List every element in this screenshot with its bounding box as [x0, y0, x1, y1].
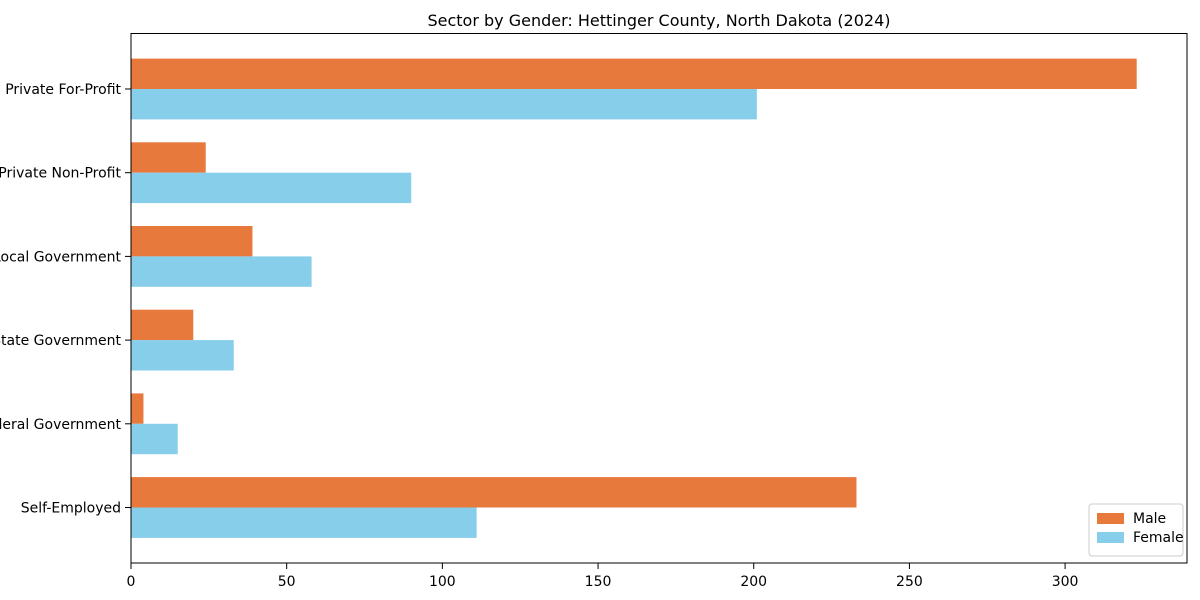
bar-male-self-employed: [131, 477, 857, 508]
legend-swatch-male: [1097, 513, 1124, 524]
x-tick-label: 150: [585, 574, 612, 590]
x-tick-label: 50: [278, 574, 296, 590]
x-tick-label: 300: [1052, 574, 1079, 590]
y-tick-label: Self-Employed: [21, 501, 121, 517]
legend-label-female: Female: [1133, 530, 1184, 546]
y-tick-label: Private For-Profit: [5, 82, 121, 98]
bar-female-private-non-profit: [131, 172, 412, 204]
x-tick-label: 200: [740, 574, 767, 590]
bar-female-private-for-profit: [131, 89, 757, 120]
x-tick-label: 0: [127, 574, 136, 590]
y-tick-label: Local Government: [0, 249, 122, 265]
x-tick-label: 100: [429, 574, 456, 590]
y-tick-label: State Government: [0, 333, 121, 349]
legend-swatch-female: [1097, 532, 1124, 543]
chart-title: Sector by Gender: Hettinger County, Nort…: [427, 11, 891, 30]
plot-border: [130, 33, 1188, 564]
bar-male-federal-government: [131, 393, 144, 424]
bar-female-self-employed: [131, 507, 477, 538]
x-tick-label: 250: [896, 574, 923, 590]
bar-male-private-for-profit: [131, 58, 1137, 89]
bar-male-private-non-profit: [131, 142, 206, 173]
bar-male-state-government: [131, 309, 194, 341]
bar-male-local-government: [131, 226, 253, 257]
y-tick-label: Private Non-Profit: [0, 166, 122, 182]
bar-female-state-government: [131, 340, 234, 371]
bar-female-federal-government: [131, 423, 178, 455]
legend-label-male: Male: [1133, 511, 1166, 527]
bar-female-local-government: [131, 256, 312, 287]
y-tick-label: Federal Government: [0, 417, 122, 433]
